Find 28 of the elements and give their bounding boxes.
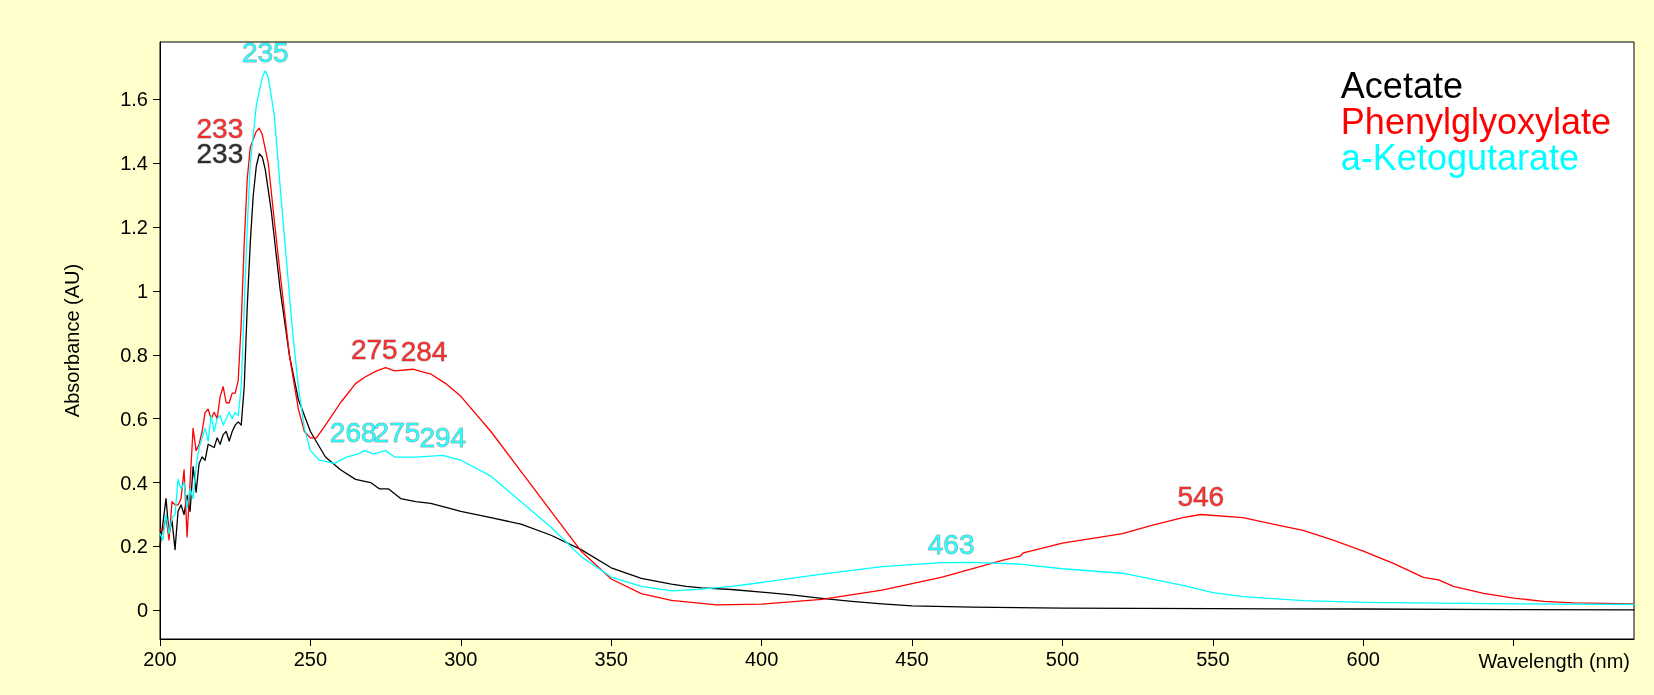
annotation: 268 bbox=[329, 417, 377, 449]
y-tick-label: 0.8 bbox=[120, 343, 148, 366]
x-tick-label: 550 bbox=[1196, 648, 1230, 670]
x-tick-label: 500 bbox=[1045, 648, 1080, 670]
y-tick-label: 0.4 bbox=[120, 471, 148, 494]
y-tick-label: 0 bbox=[136, 599, 148, 622]
x-axis-title: Wavelength (nm) bbox=[1478, 650, 1630, 672]
x-tick-label: 300 bbox=[444, 648, 478, 670]
x-tick-label: 600 bbox=[1346, 648, 1380, 670]
annotation: 546 bbox=[1177, 480, 1225, 512]
x-tick-label: 400 bbox=[744, 648, 779, 670]
x-tick-label: 200 bbox=[143, 648, 177, 670]
annotation: 275 bbox=[350, 334, 398, 366]
y-tick-label: 1 bbox=[136, 280, 148, 303]
y-tick-label: 1.2 bbox=[120, 216, 148, 239]
annotation: 463 bbox=[927, 528, 975, 560]
annotation: 294 bbox=[419, 421, 467, 453]
y-tick-label: 0.2 bbox=[120, 535, 148, 558]
x-tick-label: 350 bbox=[594, 648, 628, 670]
y-tick-label: 1.6 bbox=[120, 88, 148, 111]
y-axis-title: Absorbance (AU) bbox=[61, 263, 83, 418]
annotation: 284 bbox=[400, 335, 448, 367]
text: Acetate bbox=[1340, 64, 1463, 106]
x-tick-label: 250 bbox=[293, 648, 328, 670]
y-tick-label: 0.6 bbox=[120, 407, 148, 430]
annotation: 235 bbox=[241, 37, 289, 69]
x-tick-label: 450 bbox=[895, 648, 929, 670]
y-tick-label: 1.4 bbox=[120, 152, 148, 175]
